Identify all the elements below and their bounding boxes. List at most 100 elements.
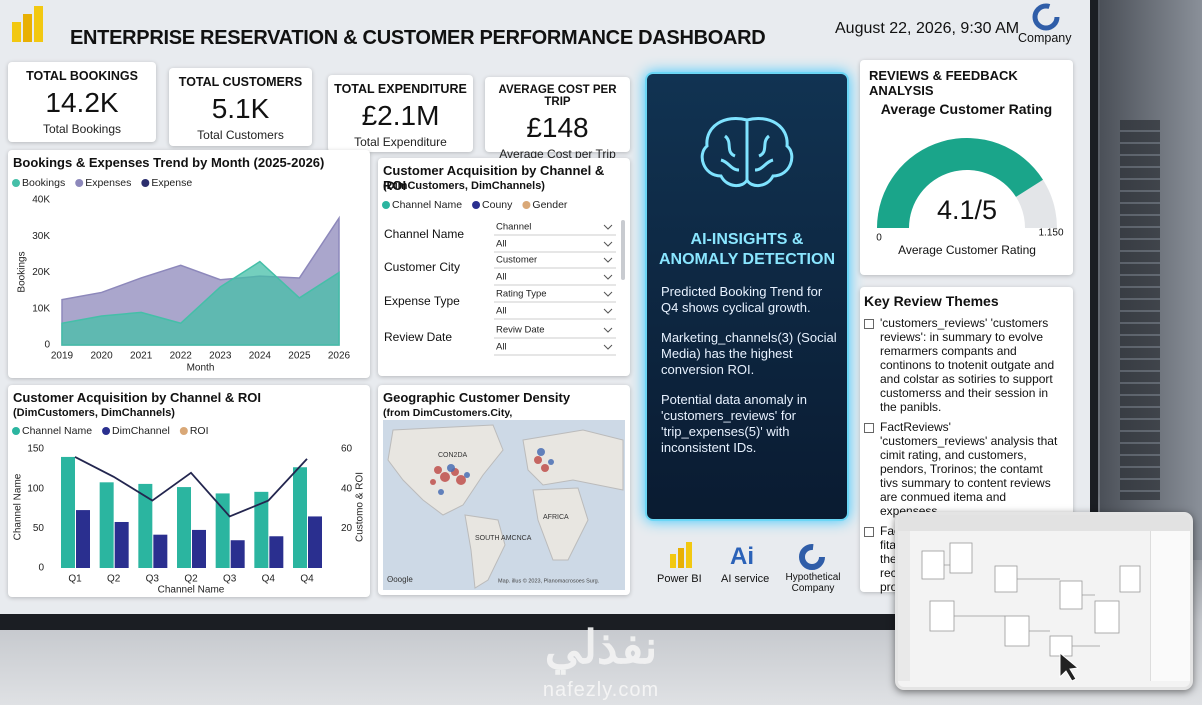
theme-item: Fac fita the rec pro (862, 524, 900, 594)
y-tick-label: 0 (38, 563, 44, 574)
y-tick-label: 20K (32, 267, 50, 278)
logo-bar (12, 22, 21, 42)
powerbi-logo (670, 542, 692, 568)
bar (269, 536, 284, 568)
y-tick-label: 0 (44, 340, 50, 351)
ai-paragraph: Predicted Booking Trend for Q4 shows cyc… (661, 284, 823, 315)
y-tick-label: 30K (32, 231, 50, 242)
kpi-card: AVERAGE COST PER TRIP £148 Average Cost … (485, 77, 630, 161)
dropdown-value: Rating Type (496, 289, 547, 300)
dot (430, 479, 436, 485)
filter-label: Customer City (384, 260, 460, 274)
x-axis-label: Channel Name (158, 585, 225, 596)
kpi-label: Total Expenditure (354, 135, 447, 149)
watermark-arabic: نفذلي (544, 621, 658, 673)
logo-label: Power BI (657, 573, 702, 585)
watermark-url: nafezly.com (542, 679, 660, 701)
density-dots (430, 456, 549, 485)
land (522, 429, 624, 491)
acquisition-chart: Channel Name DimChannel ROI 0 50 100 150 20 40 60… (12, 425, 366, 596)
dot (434, 466, 442, 474)
bar (76, 510, 90, 568)
dropdown-chevron (603, 274, 613, 280)
company-logo (1032, 3, 1060, 31)
land (532, 487, 589, 561)
gauge-min-label: 0 (876, 233, 882, 244)
dropdown-value: Customer (496, 255, 537, 266)
table (1119, 565, 1141, 593)
density-dots (438, 448, 554, 495)
filter-label: Channel Name (384, 227, 464, 241)
legend-label: Expenses (85, 177, 131, 189)
logo-ring (799, 544, 825, 570)
powerbi-logo (12, 6, 43, 42)
dropdown-chevron (603, 224, 613, 230)
theme-item: 'customers_reviews' 'customers reviews':… (862, 316, 1058, 414)
x-tick-label: Q2 (184, 574, 198, 585)
dropdown-value: All (496, 239, 507, 250)
x-tick-label: 2021 (130, 351, 153, 362)
x-tick-label: 2023 (209, 351, 232, 362)
table (1094, 600, 1120, 634)
dot (534, 456, 542, 464)
legend-label: Gender (532, 199, 568, 211)
ai-text: Predicted Booking Trend for Q4 shows cyc… (661, 284, 837, 470)
dropdown-chevron (603, 257, 613, 263)
map-attribution: Map. illus © 2023, Planomacrosoes Surg. (498, 577, 600, 584)
legend-label: ROI (190, 425, 209, 437)
panel-subtitle: (DimCustomers, DimChannels) (383, 180, 545, 192)
x-tick-label: Q4 (262, 574, 276, 585)
dropdown-value: All (496, 306, 507, 317)
kpi-value: 14.2K (45, 87, 119, 118)
legend-label: Bookings (22, 177, 65, 189)
kpi-label: Total Bookings (42, 122, 122, 136)
reviews-card: REVIEWS & FEEDBACK ANALYSIS Average Cust… (860, 60, 1073, 275)
legend-swatch (102, 427, 111, 435)
legend-swatch (522, 201, 531, 209)
x-tick-label: 2026 (328, 351, 351, 362)
toolbar (898, 515, 1190, 531)
bar (230, 540, 245, 568)
y2-tick-label: 20 (341, 523, 353, 534)
kpi-card: TOTAL EXPENDITURE £2.1M Total Expenditur… (328, 75, 473, 152)
dot (456, 475, 466, 485)
acquisition-card: Customer Acquisition by Channel & ROI (D… (8, 385, 370, 597)
legend-swatch (12, 179, 20, 187)
themes-title: Key Review Themes (864, 293, 999, 309)
gauge-caption: Average Customer Rating (898, 243, 1036, 257)
area (61, 260, 340, 346)
kpi-title: TOTAL CUSTOMERS (178, 75, 303, 89)
ai-mark: Ai (730, 543, 754, 570)
x-tick-label: Q3 (146, 574, 160, 585)
y-axis-label: Bookings (17, 251, 28, 292)
table (1059, 580, 1083, 610)
legend-swatch (12, 427, 20, 435)
x-tick-label: 2022 (170, 351, 193, 362)
filter-panel: Channel Name Couny Gender Channel Name Chann… (382, 199, 625, 356)
filter-label: Expense Type (384, 294, 460, 308)
map-title: Geographic Customer Density (383, 390, 571, 405)
panel-title: Customer Acquisition by Channel & ROI (383, 163, 605, 193)
bar (61, 456, 75, 568)
x-tick-label: 2020 (90, 351, 113, 362)
y-axis-label: Channel Name (13, 473, 24, 540)
bar (293, 467, 307, 568)
dropdown-value: All (496, 272, 507, 283)
dot (438, 489, 444, 495)
x-tick-label: Q4 (300, 574, 314, 585)
scrollbar (621, 220, 625, 280)
dot (548, 459, 554, 465)
dropdown-chevron (603, 241, 613, 247)
table (994, 565, 1018, 593)
kpi-card: TOTAL BOOKINGS 14.2K Total Bookings (8, 62, 156, 142)
map-logo: ʘoogle (387, 575, 413, 584)
y-tick-label: 100 (27, 483, 44, 494)
company-name: Company (1018, 31, 1072, 45)
map: CON2DA AFRICA SOUTH AMCNCA ʘoogle Map. i… (383, 420, 625, 590)
theme-item: FactReviews' 'customers_reviews' analysi… (862, 420, 1058, 518)
kpi-label: Total Customers (197, 128, 284, 142)
legend-label: Channel Name (392, 199, 462, 211)
y2-axis-label: Customo & ROI (355, 472, 366, 542)
x-tick-label: Q2 (107, 574, 121, 585)
map-label: AFRICA (543, 514, 569, 521)
